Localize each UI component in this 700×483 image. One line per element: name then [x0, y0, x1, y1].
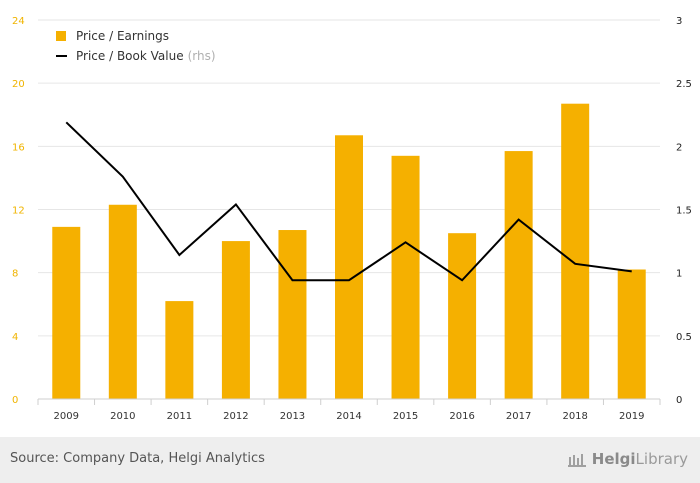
legend-rhs-suffix: (rhs) [187, 49, 216, 63]
bar [391, 155, 420, 399]
y-right-tick-label: 3 [676, 16, 682, 27]
y-left-tick-label: 24 [12, 16, 25, 27]
library-icon [567, 454, 586, 467]
legend-bar-swatch [56, 31, 66, 41]
x-tick-label: 2013 [280, 411, 305, 422]
y-left-tick-label: 16 [12, 142, 25, 153]
legend: Price / Earnings Price / Book Value (rhs… [56, 26, 216, 66]
x-tick-label: 2009 [54, 411, 79, 422]
y-left-tick-label: 0 [12, 395, 18, 406]
bar [617, 269, 646, 399]
brand-prefix: Helgi [591, 450, 636, 468]
bar [335, 135, 363, 399]
x-tick-label: 2015 [393, 411, 418, 422]
y-right-tick-label: 1 [676, 269, 682, 280]
chart-svg: 0 4 8 12 16 20 24 0 0.5 1 1.5 2 2.5 3 2009 2010 2011 2012… [12, 16, 692, 422]
y-right-tick-label: 1.5 [676, 206, 692, 217]
y-left-tick-label: 8 [12, 269, 18, 280]
y-right-tick-label: 0 [676, 395, 682, 406]
bar [108, 204, 137, 399]
brand-suffix: Library [635, 450, 688, 468]
x-tick-label: 2014 [336, 411, 361, 422]
x-tick-label: 2019 [619, 411, 644, 422]
legend-line-swatch [56, 55, 67, 57]
brand-logo: Helgi Library [567, 450, 688, 468]
y-left-tick-label: 12 [12, 206, 25, 217]
y-left-tick-label: 4 [12, 332, 18, 343]
bar [448, 233, 477, 399]
legend-item-price-book: Price / Book Value (rhs) [56, 46, 216, 66]
y-right-tick-label: 0.5 [676, 332, 692, 343]
bar [561, 103, 590, 399]
y-left-tick-label: 20 [12, 79, 25, 90]
x-tick-label: 2018 [562, 411, 587, 422]
x-tick-label: 2011 [167, 411, 192, 422]
legend-label-price-earnings: Price / Earnings [76, 29, 170, 43]
bar [278, 230, 307, 399]
legend-item-price-earnings: Price / Earnings [56, 26, 216, 46]
y-right-tick-label: 2 [676, 142, 682, 153]
legend-label-price-book: Price / Book Value [76, 49, 184, 63]
y-right-tick-label: 2.5 [676, 79, 692, 90]
x-tick-label: 2016 [449, 411, 474, 422]
bar [504, 151, 533, 399]
x-tick-label: 2012 [223, 411, 248, 422]
bar [52, 226, 81, 399]
x-tick-label: 2017 [506, 411, 531, 422]
x-tick-label: 2010 [110, 411, 135, 422]
bar [221, 241, 250, 399]
source-text: Source: Company Data, Helgi Analytics [10, 451, 265, 466]
footer: Source: Company Data, Helgi Analytics He… [0, 437, 700, 483]
bar [165, 301, 194, 399]
line-series-price-book [65, 121, 632, 282]
